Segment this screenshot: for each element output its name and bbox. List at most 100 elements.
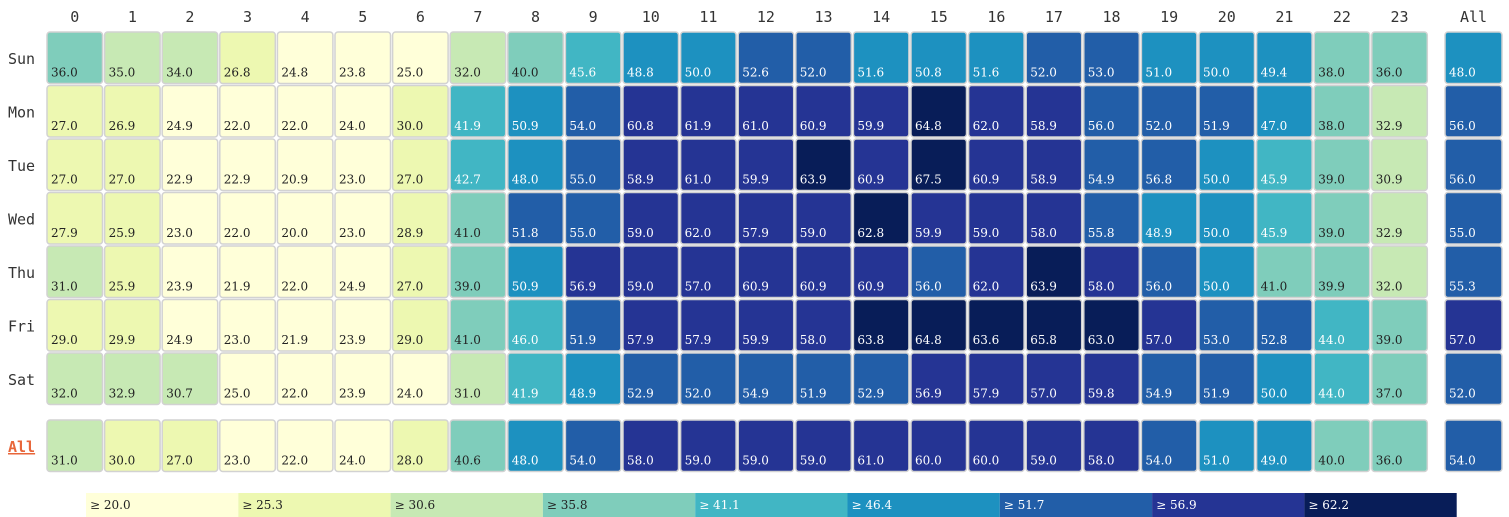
heatmap-cell xyxy=(910,31,968,85)
heatmap-cell-label: 56.0 xyxy=(1088,119,1115,133)
column-header: 3 xyxy=(243,8,252,26)
heatmap-cell xyxy=(1083,84,1141,138)
col-all-cell xyxy=(507,419,565,473)
heatmap-cell xyxy=(622,191,680,245)
col-all-cell-label: 27.0 xyxy=(166,454,193,468)
heatmap-cell-label: 60.9 xyxy=(857,280,884,294)
heatmap-cell xyxy=(449,245,507,299)
heatmap-cell xyxy=(507,245,565,299)
col-all-cell xyxy=(967,419,1025,473)
heatmap-cell-label: 41.9 xyxy=(512,387,539,401)
col-all-cell-label: 24.0 xyxy=(339,454,366,468)
heatmap-cell xyxy=(334,138,392,192)
heatmap-cell-label: 22.9 xyxy=(224,173,251,187)
heatmap-cell-label: 52.0 xyxy=(685,387,712,401)
col-all-cell xyxy=(1083,419,1141,473)
heatmap-cell xyxy=(103,84,161,138)
heatmap-cell-label: 60.9 xyxy=(800,280,827,294)
legend-swatch xyxy=(1304,493,1457,517)
heatmap-cell-label: 46.0 xyxy=(512,333,539,347)
heatmap-cell-label: 52.0 xyxy=(1030,66,1057,80)
row-all-cell xyxy=(1444,84,1503,138)
col-all-cell xyxy=(622,419,680,473)
heatmap-cell-label: 54.0 xyxy=(569,119,596,133)
heatmap-cell-label: 39.0 xyxy=(454,280,481,294)
heatmap-cell-label: 56.9 xyxy=(569,280,596,294)
heatmap-cell xyxy=(391,298,449,352)
heatmap-cell xyxy=(1371,352,1429,406)
column-header: 22 xyxy=(1333,8,1351,26)
heatmap-cell xyxy=(679,191,737,245)
heatmap-cell-label: 31.0 xyxy=(454,387,481,401)
heatmap-cell-label: 48.0 xyxy=(512,173,539,187)
heatmap-cell xyxy=(1083,352,1141,406)
heatmap-cell-label: 55.8 xyxy=(1088,226,1115,240)
heatmap-cell-label: 51.9 xyxy=(1203,387,1230,401)
heatmap-cell xyxy=(46,31,104,85)
heatmap-cell xyxy=(334,352,392,406)
heatmap-cell-label: 22.9 xyxy=(166,173,193,187)
heatmap-cell-label: 60.9 xyxy=(973,173,1000,187)
col-all-cell-label: 59.0 xyxy=(742,454,769,468)
heatmap-cell-label: 24.8 xyxy=(281,66,308,80)
row-all-cell-label: 56.0 xyxy=(1449,173,1476,187)
heatmap-cell xyxy=(449,298,507,352)
column-header: 2 xyxy=(185,8,194,26)
heatmap-cell xyxy=(1140,84,1198,138)
heatmap-cell-label: 25.0 xyxy=(397,66,424,80)
heatmap-cell xyxy=(391,352,449,406)
heatmap-cell xyxy=(507,191,565,245)
heatmap-cell-label: 51.0 xyxy=(1145,66,1172,80)
heatmap-cell xyxy=(103,298,161,352)
col-all-cell-label: 59.0 xyxy=(685,454,712,468)
heatmap-cell-label: 57.9 xyxy=(685,333,712,347)
heatmap-cell xyxy=(46,352,104,406)
heatmap-cell-label: 25.0 xyxy=(224,387,251,401)
heatmap-cell xyxy=(103,352,161,406)
col-all-cell xyxy=(219,419,277,473)
heatmap-cell xyxy=(161,84,219,138)
heatmap-cell xyxy=(564,84,622,138)
heatmap-cell xyxy=(1025,352,1083,406)
heatmap-cell xyxy=(737,298,795,352)
heatmap-cell-label: 58.0 xyxy=(1030,226,1057,240)
heatmap-cell-label: 30.0 xyxy=(397,119,424,133)
heatmap-cell-label: 24.9 xyxy=(166,119,193,133)
heatmap-cell-label: 64.8 xyxy=(915,333,942,347)
heatmap-cell xyxy=(564,31,622,85)
heatmap-cell xyxy=(910,352,968,406)
column-header: 14 xyxy=(872,8,890,26)
heatmap-cell xyxy=(1083,138,1141,192)
heatmap-cell-label: 52.0 xyxy=(1145,119,1172,133)
heatmap-cell xyxy=(910,84,968,138)
legend-swatch xyxy=(1152,493,1305,517)
heatmap-cell xyxy=(622,245,680,299)
heatmap-cell xyxy=(852,138,910,192)
heatmap-cell xyxy=(334,31,392,85)
heatmap-cell xyxy=(967,245,1025,299)
column-header: 8 xyxy=(531,8,540,26)
heatmap-cell-label: 25.9 xyxy=(109,226,136,240)
heatmap-cell xyxy=(161,245,219,299)
heatmap-cell xyxy=(507,138,565,192)
heatmap-cell xyxy=(1255,138,1313,192)
heatmap-cell-label: 29.0 xyxy=(397,333,424,347)
heatmap-cell-label: 26.8 xyxy=(224,66,251,80)
heatmap-cell-label: 49.4 xyxy=(1261,66,1288,80)
heatmap-cell-label: 21.9 xyxy=(281,333,308,347)
col-all-cell xyxy=(679,419,737,473)
heatmap-cell xyxy=(795,352,853,406)
column-header: 21 xyxy=(1275,8,1293,26)
row-label-all-link[interactable]: All xyxy=(8,438,35,456)
heatmap-cell-label: 59.8 xyxy=(1088,387,1115,401)
heatmap-cell-label: 52.6 xyxy=(742,66,769,80)
legend-swatch xyxy=(847,493,1000,517)
heatmap-cell-label: 32.0 xyxy=(1376,280,1403,294)
heatmap-cell xyxy=(795,191,853,245)
heatmap-cell xyxy=(852,191,910,245)
col-all-cell xyxy=(449,419,507,473)
heatmap-cell xyxy=(679,84,737,138)
heatmap-cell-label: 34.0 xyxy=(166,66,193,80)
heatmap-cell-label: 52.0 xyxy=(800,66,827,80)
heatmap-cell xyxy=(391,84,449,138)
